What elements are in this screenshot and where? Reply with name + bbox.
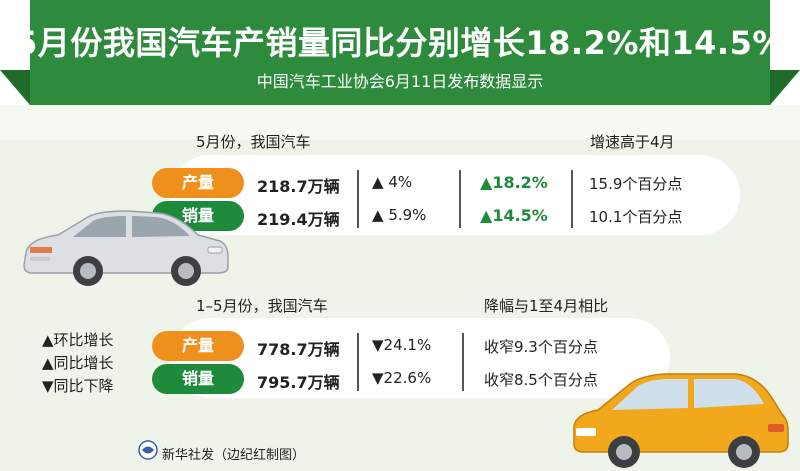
title-banner	[30, 0, 770, 105]
header: 5月份我国汽车产销量同比分别增长18.2%和14.5% 中国汽车工业协会6月11…	[0, 0, 800, 105]
yoy-value: 18.2%	[492, 173, 548, 192]
legend-item: ▼同比下降	[42, 375, 114, 398]
divider	[357, 170, 359, 228]
down-arrow-icon: ▼	[372, 369, 384, 387]
janmay-sales-yoy: ▼22.6%	[372, 369, 431, 387]
yoy-value: 24.1%	[383, 336, 432, 354]
may-sales-yoy: ▲14.5%	[480, 206, 548, 225]
may-production-yoy: ▲18.2%	[480, 173, 548, 192]
janmay-production-pill: 产量	[152, 331, 244, 361]
divider	[462, 333, 464, 391]
banner-fold-left	[0, 70, 30, 105]
may-panel	[170, 155, 740, 235]
mom-value: 5.9%	[388, 206, 427, 224]
up-arrow-icon: ▲	[42, 331, 54, 349]
janmay-sales-compare: 收窄8.5个百分点	[484, 371, 598, 389]
may-production-amount: 218.7万辆	[257, 177, 340, 196]
down-arrow-icon: ▼	[42, 377, 54, 395]
yellow-car-illustration	[573, 373, 789, 468]
may-compare-label: 增速高于4月	[590, 133, 675, 151]
legend-item: ▲同比增长	[42, 352, 114, 375]
up-arrow-icon: ▲	[480, 173, 493, 192]
janmay-panel	[170, 318, 670, 398]
janmay-sales-pill: 销量	[152, 364, 244, 394]
legend-label: 同比下降	[53, 377, 114, 395]
page-subtitle: 中国汽车工业协会6月11日发布数据显示	[256, 72, 544, 91]
janmay-production-compare: 收窄9.3个百分点	[484, 338, 598, 356]
divider	[357, 333, 359, 391]
janmay-compare-label: 降幅与1至4月相比	[484, 297, 609, 315]
yoy-value: 14.5%	[492, 206, 548, 225]
up-arrow-icon: ▲	[42, 354, 54, 372]
legend: ▲环比增长 ▲同比增长 ▼同比下降	[42, 329, 114, 398]
legend-label: 环比增长	[53, 331, 114, 349]
janmay-production-amount: 778.7万辆	[257, 340, 340, 359]
yoy-value: 22.6%	[383, 369, 432, 387]
divider	[571, 170, 573, 228]
janmay-section-label: 1–5月份，我国汽车	[196, 297, 328, 315]
may-section-label: 5月份，我国汽车	[196, 133, 311, 151]
credit: 新华社发（边纪红制图）	[162, 448, 306, 463]
janmay-sales-amount: 795.7万辆	[257, 373, 340, 392]
down-arrow-icon: ▼	[372, 336, 384, 354]
up-arrow-icon: ▲	[372, 206, 384, 224]
xinhua-logo-icon	[138, 440, 158, 460]
janmay-production-yoy: ▼24.1%	[372, 336, 431, 354]
white-car-illustration	[23, 210, 229, 286]
header-strip	[0, 105, 800, 140]
banner-fold-right	[770, 70, 800, 105]
may-production-compare: 15.9个百分点	[589, 175, 683, 193]
page-title: 5月份我国汽车产销量同比分别增长18.2%和14.5%	[15, 24, 785, 62]
legend-item: ▲环比增长	[42, 329, 114, 352]
up-arrow-icon: ▲	[480, 206, 493, 225]
up-arrow-icon: ▲	[372, 173, 384, 191]
may-production-mom: ▲ 4%	[372, 173, 412, 191]
may-sales-amount: 219.4万辆	[257, 210, 340, 229]
mom-value: 4%	[388, 173, 413, 191]
may-production-pill: 产量	[152, 168, 244, 198]
may-sales-compare: 10.1个百分点	[589, 208, 683, 226]
may-sales-mom: ▲ 5.9%	[372, 206, 426, 224]
divider	[459, 170, 461, 228]
legend-label: 同比增长	[53, 354, 114, 372]
